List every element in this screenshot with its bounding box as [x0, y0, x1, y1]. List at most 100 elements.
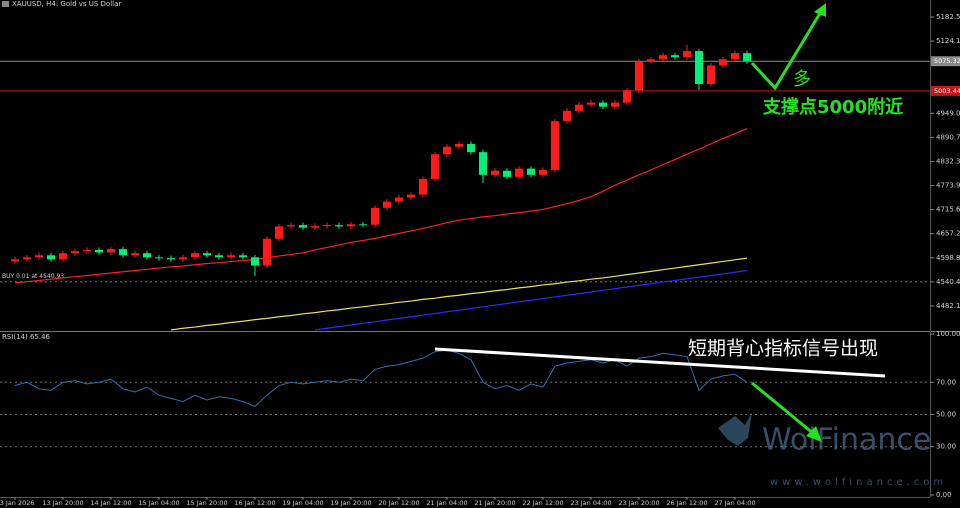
candle-body — [743, 53, 751, 62]
x-tick-label: 27 Jan 04:00 — [714, 499, 755, 507]
candle-body — [143, 253, 151, 258]
candle-body — [179, 257, 187, 260]
y-tick-label: 4773.97 — [936, 182, 960, 190]
candle-body — [647, 59, 655, 62]
candle-body — [311, 225, 319, 228]
symbol-icon — [2, 1, 9, 7]
candle-body — [11, 259, 19, 262]
candle-body — [155, 257, 163, 259]
candle-body — [431, 154, 439, 179]
candle-body — [455, 143, 463, 147]
price-label: 5075.32 — [934, 57, 960, 65]
candle-body — [263, 238, 271, 266]
candle-body — [47, 255, 55, 260]
candle-body — [563, 110, 571, 122]
moving-average — [14, 128, 748, 284]
watermark-logo — [718, 412, 752, 446]
candle-body — [107, 249, 115, 253]
candle-body — [287, 225, 295, 227]
x-tick-label: 21 Jan 04:00 — [426, 499, 467, 507]
candle-body — [707, 65, 715, 85]
arrow-head — [814, 3, 826, 17]
price-label: 5003.44 — [934, 87, 960, 95]
candle-body — [119, 249, 127, 256]
candle-body — [599, 102, 607, 107]
y-tick-label: 4657.23 — [936, 230, 960, 238]
moving-average — [314, 269, 748, 331]
divergence-line — [434, 347, 886, 378]
candle-body — [539, 169, 547, 175]
candle-body — [83, 249, 91, 252]
y-tick-label: 50.00 — [936, 411, 956, 419]
candle-body — [383, 201, 391, 208]
x-tick-label: 13 Jan 20:00 — [42, 499, 83, 507]
candle-body — [35, 255, 43, 258]
candle-body — [359, 224, 367, 226]
y-tick-label: 5124.19 — [936, 37, 960, 45]
y-tick-label: 70.00 — [936, 378, 956, 386]
candle-body — [503, 170, 511, 177]
y-tick-label: 4598.86 — [936, 254, 960, 262]
arrow — [750, 9, 824, 91]
y-tick-label: 4832.34 — [936, 157, 960, 165]
order-label: BUY 0.01 at 4540.93 — [2, 273, 64, 280]
candle-body — [575, 104, 583, 111]
candle-body — [623, 90, 631, 103]
y-tick-label: 4715.60 — [936, 206, 960, 214]
candle-body — [347, 224, 355, 227]
candle-body — [695, 51, 703, 85]
candle-body — [527, 168, 535, 175]
candle-body — [131, 253, 139, 256]
price-label-box — [931, 85, 960, 96]
candle-body — [23, 257, 31, 260]
moving-average — [170, 257, 748, 331]
x-tick-label: 19 Jan 20:00 — [330, 499, 371, 507]
candle-body — [227, 255, 235, 258]
x-tick-label: 23 Jan 04:00 — [570, 499, 611, 507]
candle-body — [419, 178, 427, 195]
candle-body — [467, 143, 475, 153]
annotation: 支撑点5000附近 — [762, 96, 903, 118]
candle-body — [587, 102, 595, 105]
rsi-line — [14, 349, 748, 408]
candle-body — [719, 59, 727, 66]
y-tick-label: 5182.55 — [936, 13, 960, 21]
candle-body — [239, 255, 247, 258]
x-tick-label: 20 Jan 12:00 — [378, 499, 419, 507]
candle-body — [551, 121, 559, 170]
x-tick-label: 16 Jan 12:00 — [234, 499, 275, 507]
candle-body — [683, 51, 691, 58]
x-tick-label: 22 Jan 12:00 — [522, 499, 563, 507]
candle-body — [371, 207, 379, 225]
x-tick-label: 15 Jan 04:00 — [138, 499, 179, 507]
watermark-brand: WolFinance — [762, 423, 931, 458]
candle-body — [671, 55, 679, 58]
candle-body — [71, 251, 79, 254]
candle-body — [407, 194, 415, 198]
candle-body — [731, 53, 739, 60]
chart-title: XAUUSD, H4: Gold vs US Dollar — [12, 0, 121, 8]
indicator-title: RSI(14) 65.46 — [2, 333, 51, 341]
candle-body — [203, 253, 211, 256]
annotation: 多 — [793, 69, 811, 90]
y-tick-label: 4540.49 — [936, 278, 960, 286]
candle-body — [515, 168, 523, 177]
candle-body — [167, 258, 175, 260]
price-label-box — [931, 56, 960, 67]
watermark-url: www.wolfinance.com — [770, 477, 947, 488]
candle-body — [95, 249, 103, 253]
candle-body — [659, 55, 667, 60]
x-tick-label: 23 Jan 20:00 — [618, 499, 659, 507]
y-tick-label: 0.00 — [936, 491, 952, 499]
candle-body — [635, 61, 643, 91]
candle-body — [215, 255, 223, 258]
y-tick-label: 100.00 — [936, 330, 960, 338]
candle-body — [191, 253, 199, 258]
candle-body — [299, 225, 307, 228]
arrow — [751, 381, 815, 436]
y-tick-label: 30.00 — [936, 443, 956, 451]
candle-body — [59, 253, 67, 260]
candle-body — [275, 226, 283, 239]
candle-body — [395, 197, 403, 202]
